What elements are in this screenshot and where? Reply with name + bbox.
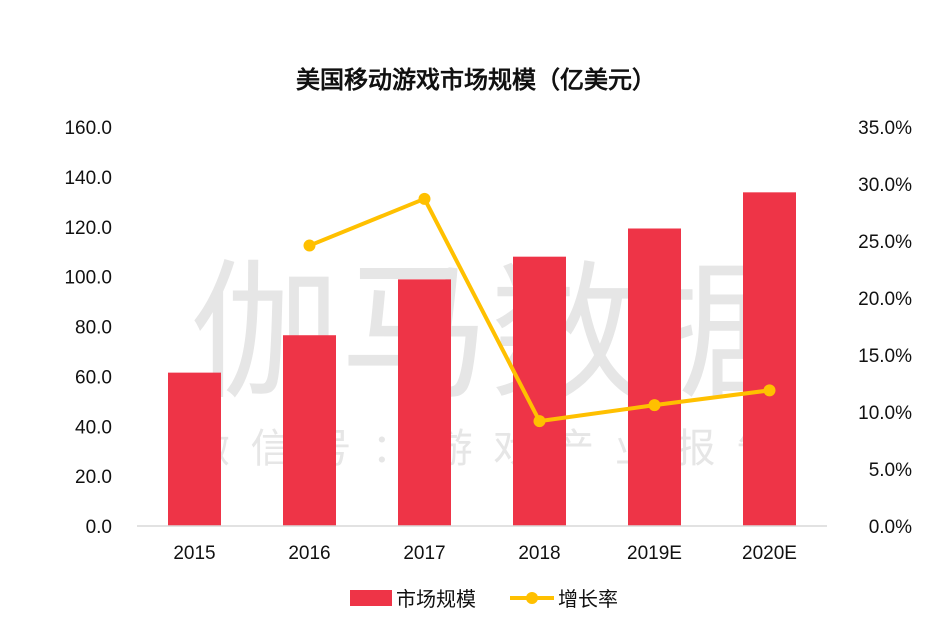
bar-2019E xyxy=(628,228,681,527)
left-y-axis: 0.0 20.0 40.0 60.0 80.0 100.0 120.0 140.0 160.0 xyxy=(64,118,112,538)
x-axis: 2015 2016 2017 2018 2019E 2020E xyxy=(173,543,797,564)
bar-2016 xyxy=(283,335,336,526)
right-tick-label: 35.0% xyxy=(858,118,912,139)
left-tick-label: 20.0 xyxy=(75,467,112,488)
right-tick-label: 15.0% xyxy=(858,346,912,367)
right-tick-label: 5.0% xyxy=(869,460,912,481)
left-tick-label: 100.0 xyxy=(64,268,112,289)
growth-point-2019E xyxy=(648,399,661,412)
watermark-sub-text: 微 信 号 ： 游 戏 产 业 报 告 xyxy=(190,426,780,472)
right-tick-label: 30.0% xyxy=(858,175,912,196)
growth-point-2017 xyxy=(418,192,431,205)
bar-2015 xyxy=(168,372,221,526)
bar-2017 xyxy=(398,279,451,526)
x-tick-label: 2019E xyxy=(627,543,682,564)
right-tick-label: 10.0% xyxy=(858,403,912,424)
bar-2018 xyxy=(513,256,566,526)
growth-point-2016 xyxy=(303,239,316,252)
left-tick-label: 120.0 xyxy=(64,218,112,239)
right-tick-label: 25.0% xyxy=(858,232,912,253)
legend-bar-label: 市场规模 xyxy=(396,587,476,611)
x-tick-label: 2020E xyxy=(742,543,797,564)
left-tick-label: 160.0 xyxy=(64,118,112,139)
bar-2020E xyxy=(743,192,796,526)
legend: 市场规模 增长率 xyxy=(350,587,618,611)
right-tick-label: 20.0% xyxy=(858,289,912,310)
chart-title: 美国移动游戏市场规模（亿美元） xyxy=(296,66,656,94)
watermark: 伽马数据 微 信 号 ： 游 戏 产 业 报 告 xyxy=(190,247,790,472)
right-y-axis: 0.0% 5.0% 10.0% 15.0% 20.0% 25.0% 30.0% 35.0% xyxy=(858,118,912,538)
growth-line-series xyxy=(303,192,776,428)
legend-bar-swatch xyxy=(350,590,392,606)
growth-point-2018 xyxy=(533,415,546,428)
growth-point-2020E xyxy=(763,384,776,397)
legend-line-marker xyxy=(526,592,538,604)
left-tick-label: 80.0 xyxy=(75,318,112,339)
left-tick-label: 40.0 xyxy=(75,417,112,438)
legend-line-label: 增长率 xyxy=(558,587,618,611)
left-tick-label: 140.0 xyxy=(64,168,112,189)
bar-series xyxy=(168,192,796,527)
x-tick-label: 2015 xyxy=(173,543,215,564)
x-tick-label: 2018 xyxy=(518,543,560,564)
x-tick-label: 2016 xyxy=(288,543,330,564)
watermark-main-text: 伽马数据 xyxy=(190,247,790,421)
x-tick-label: 2017 xyxy=(403,543,445,564)
left-tick-label: 0.0 xyxy=(86,517,112,538)
right-tick-label: 0.0% xyxy=(869,517,912,538)
left-tick-label: 60.0 xyxy=(75,367,112,388)
